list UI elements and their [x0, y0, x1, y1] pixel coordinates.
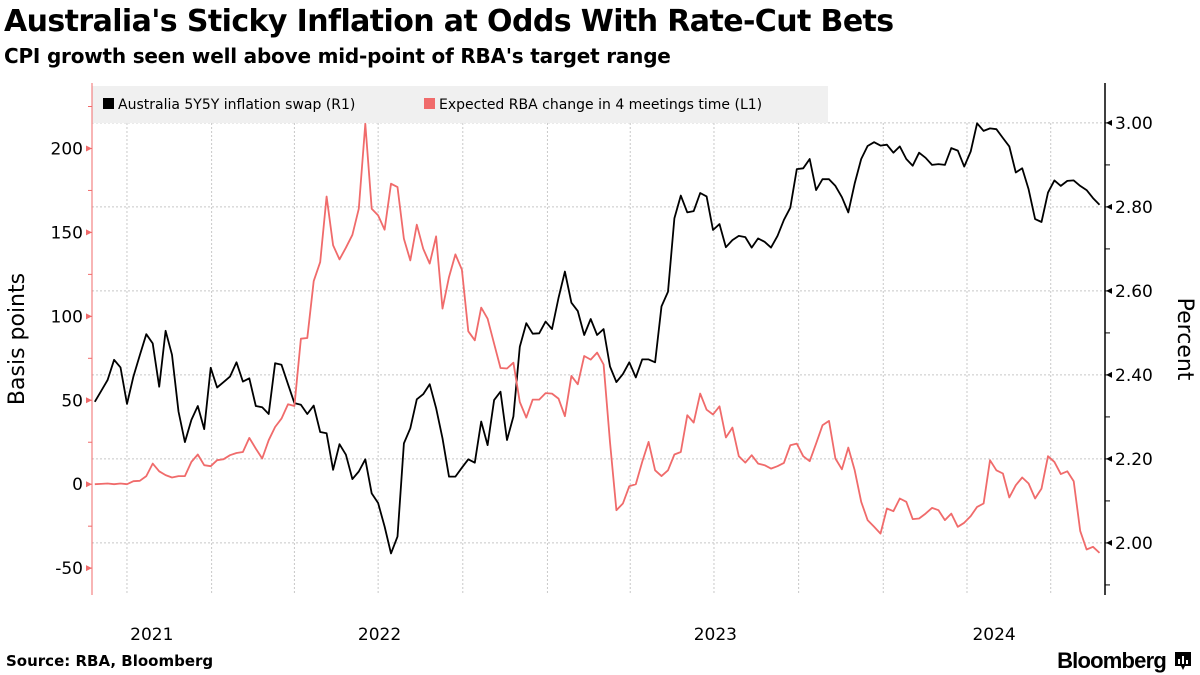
y-right-tick-mark — [1106, 371, 1112, 378]
y-left-tick-label: 0 — [72, 475, 83, 495]
axes: -50 0 50 100 150 200 2.00 2.20 2.40 2.60 2.80 3.00 2… — [51, 83, 1153, 645]
y-right-tick-label: 2.00 — [1115, 534, 1153, 554]
legend-label-swap: Australia 5Y5Y inflation swap (R1) — [118, 97, 355, 113]
legend-swatch-swap — [103, 98, 114, 109]
chart-title: Australia's Sticky Inflation at Odds Wit… — [4, 4, 894, 39]
chart-subtitle: CPI growth seen well above mid-point of … — [4, 44, 671, 68]
y-right-tick-mark — [1106, 455, 1112, 462]
legend-swatch-rba — [424, 98, 435, 109]
bar-chart-badge-icon — [1175, 652, 1191, 670]
y-left-tick-label: 200 — [51, 139, 83, 159]
series-lines — [94, 122, 1101, 555]
series-line-rba-change — [94, 122, 1101, 554]
y-left-tick-mark — [86, 565, 92, 572]
y-right-tick-mark — [1106, 539, 1112, 546]
y-left-tick-mark — [86, 229, 92, 236]
y-left-tick-label: -50 — [55, 559, 83, 579]
y-left-tick-label: 100 — [51, 307, 83, 327]
gridlines — [92, 122, 1105, 595]
x-tick-label: 2024 — [972, 625, 1015, 645]
y-right-tick-label: 3.00 — [1115, 114, 1153, 134]
x-tick-label: 2022 — [358, 625, 401, 645]
x-tick-label: 2023 — [694, 625, 737, 645]
y-left-tick-mark — [86, 397, 92, 404]
y-right-tick-label: 2.20 — [1115, 450, 1153, 470]
y-right-tick-mark — [1106, 119, 1112, 126]
series-line-inflation-swap — [94, 122, 1101, 555]
y-left-tick-mark — [86, 145, 92, 152]
legend-label-rba: Expected RBA change in 4 meetings time (… — [439, 97, 762, 113]
logo-wordmark: Bloomberg — [1057, 648, 1167, 673]
y-left-axis-title: Basis points — [5, 273, 30, 405]
y-right-tick-mark — [1106, 287, 1112, 294]
source-note: Source: RBA, Bloomberg — [6, 652, 214, 670]
y-left-tick-label: 50 — [61, 391, 83, 411]
y-right-axis-title: Percent — [1172, 298, 1197, 381]
y-right-tick-label: 2.40 — [1115, 366, 1153, 386]
y-right-tick-label: 2.60 — [1115, 282, 1153, 302]
y-left-tick-label: 150 — [51, 223, 83, 243]
y-right-tick-mark — [1106, 203, 1112, 210]
legend: Australia 5Y5Y inflation swap (R1) Expec… — [92, 86, 828, 123]
y-left-tick-mark — [86, 313, 92, 320]
bloomberg-logo: Bloomberg — [1057, 648, 1192, 674]
legend-background — [92, 86, 828, 123]
y-left-tick-mark — [86, 481, 92, 488]
x-tick-label: 2021 — [130, 625, 173, 645]
y-right-tick-label: 2.80 — [1115, 198, 1153, 218]
